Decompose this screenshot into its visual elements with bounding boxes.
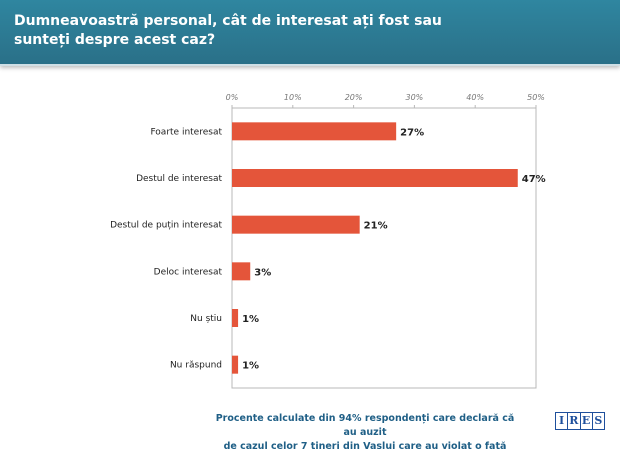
bar (232, 309, 239, 327)
data-label: 47% (522, 174, 546, 185)
chart-title: Dumneavoastră personal, cât de interesat… (14, 13, 442, 48)
bar (232, 262, 251, 281)
logo-letter: E (580, 413, 592, 429)
x-tick-label: 50% (527, 93, 545, 102)
category-label: Nu știu (190, 314, 222, 324)
bar (232, 215, 360, 234)
bar (232, 122, 397, 141)
logo-letter: R (568, 413, 580, 429)
data-label: 3% (254, 267, 271, 278)
x-tick-label: 10% (284, 93, 302, 102)
category-label: Deloc interesat (154, 267, 223, 277)
bar (232, 169, 518, 187)
x-tick-label: 40% (466, 93, 484, 102)
data-label: 21% (364, 221, 388, 232)
logo-letter: I (556, 413, 568, 429)
footnote: Procente calculate din 94% respondenți c… (210, 412, 520, 454)
footnote-line-2: de cazul celor 7 tineri din Vaslui care … (223, 441, 507, 452)
logo-letter: S (592, 413, 604, 429)
ires-logo: I R E S (555, 412, 605, 430)
category-label: Destul de interesat (136, 174, 222, 184)
header-banner: Dumneavoastră personal, cât de interesat… (0, 0, 620, 66)
x-tick-label: 0% (226, 93, 239, 102)
category-label: Nu răspund (170, 361, 222, 371)
plot-frame (231, 107, 537, 389)
data-label: 1% (242, 314, 259, 325)
x-tick-label: 30% (406, 93, 424, 102)
category-label: Destul de puțin interesat (110, 221, 222, 231)
footnote-line-1: Procente calculate din 94% respondenți c… (215, 413, 515, 438)
category-label: Foarte interesat (150, 127, 222, 137)
data-label: 27% (400, 127, 424, 138)
data-label: 1% (242, 361, 259, 372)
x-tick-label: 20% (345, 93, 363, 102)
bar (232, 355, 239, 374)
